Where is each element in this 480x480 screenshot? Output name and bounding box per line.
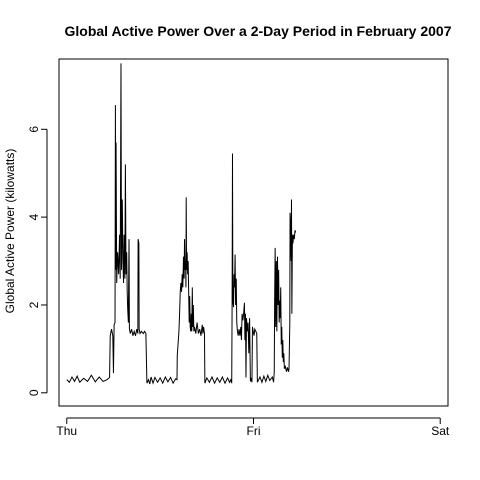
series-line (66, 63, 297, 385)
y-tick-label: 6 (27, 126, 41, 133)
plot-area (66, 63, 297, 385)
x-tick-label: Fri (247, 424, 261, 438)
y-tick-label: 0 (27, 389, 41, 396)
chart-title: Global Active Power Over a 2-Day Period … (65, 23, 452, 39)
y-axis: 0 2 4 6 (27, 126, 48, 396)
x-tick-label: Thu (56, 424, 77, 438)
x-tick-label: Sat (431, 424, 450, 438)
y-axis-label: Global Active Power (kilowatts) (3, 149, 17, 314)
y-tick-label: 4 (27, 213, 41, 220)
x-axis: Thu Fri Sat (56, 417, 450, 438)
y-tick-label: 2 (27, 301, 41, 308)
plot-frame (58, 58, 449, 407)
